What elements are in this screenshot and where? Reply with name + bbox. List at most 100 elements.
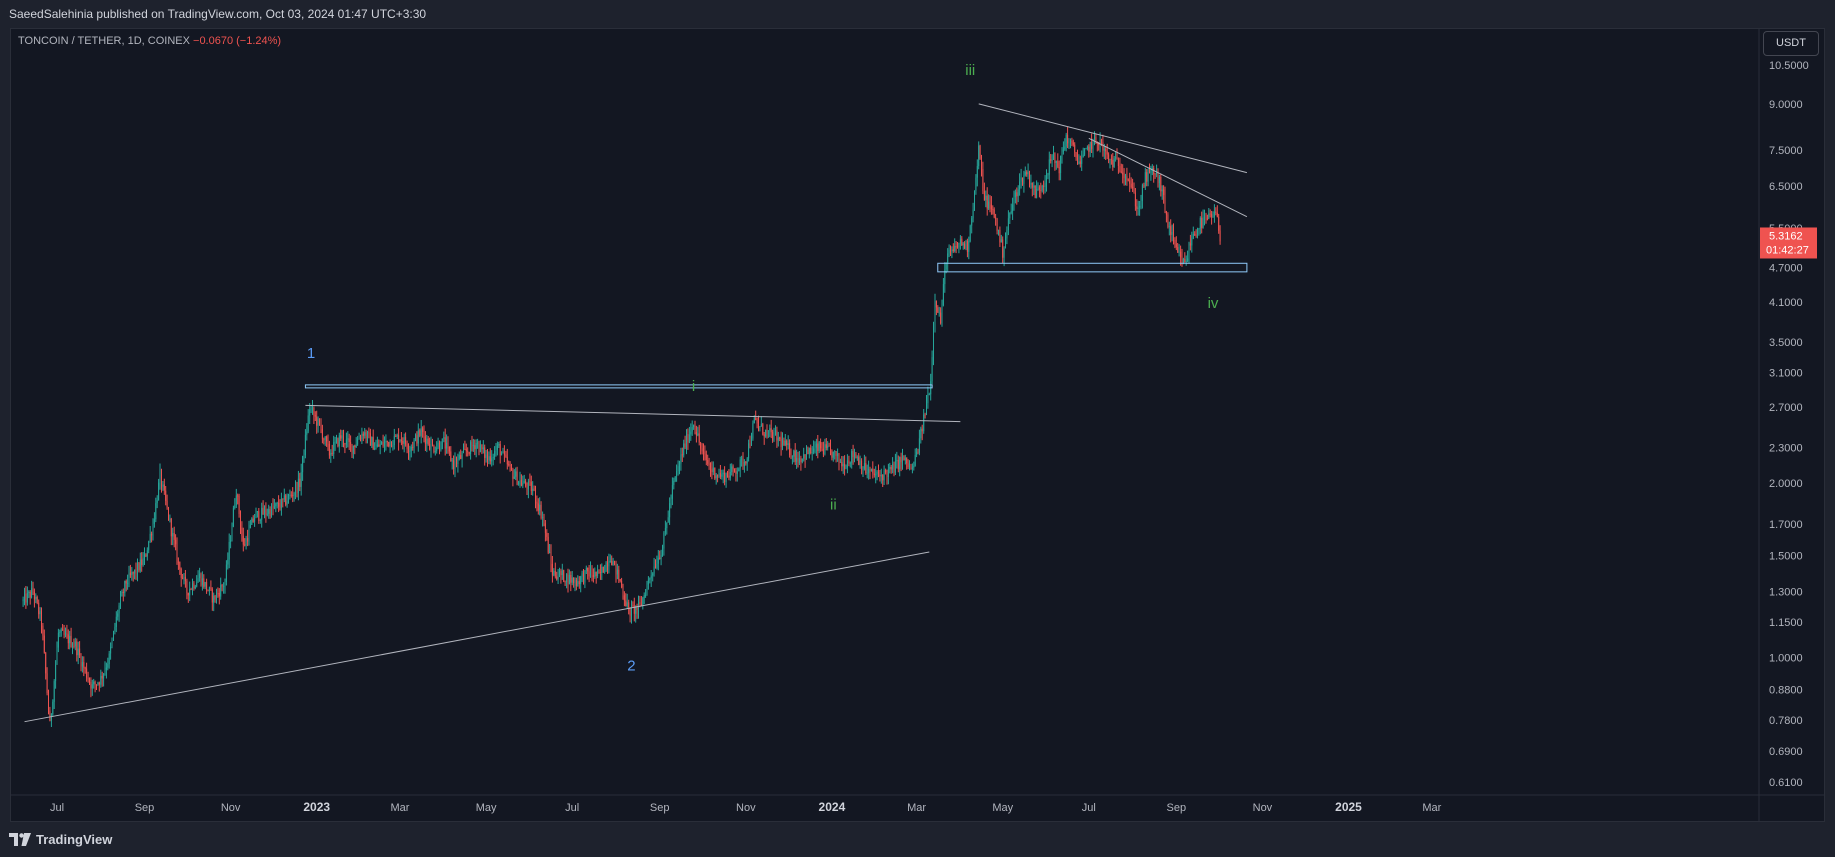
candle-body: [347, 438, 349, 440]
candle-body: [635, 606, 637, 614]
wave-label-i[interactable]: i: [692, 378, 695, 395]
trendline[interactable]: [1088, 137, 1248, 218]
candle-body: [468, 452, 470, 454]
candle-body: [207, 590, 209, 591]
candle-body: [182, 577, 184, 579]
candle-body: [472, 445, 474, 446]
candle-body: [1141, 185, 1143, 201]
x-tick-label: May: [992, 802, 1013, 814]
candle-body: [1165, 211, 1167, 215]
candle-body: [391, 441, 392, 447]
candle-body: [722, 472, 724, 475]
y-tick-label: 7.5000: [1769, 145, 1803, 157]
candle-body: [996, 218, 998, 232]
candle-body: [907, 463, 909, 468]
candle-body: [437, 442, 439, 448]
candle-body: [653, 566, 655, 574]
candle-body: [542, 517, 544, 518]
candle-body: [927, 394, 929, 404]
candle-body: [855, 453, 857, 458]
wave-label-1[interactable]: 1: [307, 345, 315, 362]
candle-body: [451, 460, 453, 462]
candle-body: [749, 443, 751, 446]
candle-body: [324, 436, 326, 440]
candle-body: [89, 679, 90, 682]
currency-unit-button[interactable]: USDT: [1763, 31, 1819, 56]
chart-pane[interactable]: [10, 28, 1825, 822]
candle-body: [982, 169, 984, 191]
candle-body: [386, 440, 388, 442]
candle-body: [430, 442, 432, 450]
candle-body: [966, 241, 968, 252]
candle-body: [917, 451, 919, 453]
candle-body: [375, 446, 377, 449]
candle-body: [278, 503, 280, 507]
candle-body: [62, 629, 64, 631]
candle-body: [876, 471, 878, 475]
candle-body: [828, 445, 830, 447]
candle-body: [475, 442, 477, 450]
candle-body: [1071, 141, 1073, 143]
candle-body: [800, 458, 802, 463]
candle-body: [705, 454, 707, 461]
candle-body: [1181, 257, 1183, 264]
trendline[interactable]: [978, 103, 1248, 174]
candle-body: [444, 437, 446, 449]
candle-body: [1171, 232, 1173, 235]
tradingview-logo[interactable]: TradingView: [9, 832, 112, 847]
candle-body: [96, 684, 97, 686]
candle-body: [453, 460, 455, 470]
candle-body: [101, 675, 103, 679]
candle-body: [734, 469, 735, 472]
candle-body: [396, 435, 398, 437]
candle-body: [491, 458, 493, 462]
candle-body: [903, 455, 905, 461]
candle-body: [290, 494, 292, 496]
candle-body: [866, 472, 868, 474]
candle-body: [374, 448, 376, 450]
candle-body: [1030, 182, 1032, 185]
wave-label-2[interactable]: 2: [627, 657, 635, 674]
candle-body: [249, 524, 251, 528]
candle-body: [897, 459, 899, 470]
price-zone[interactable]: [937, 262, 1248, 273]
candle-body: [741, 458, 743, 460]
candle-body: [1092, 139, 1094, 149]
candle-body: [1010, 211, 1012, 213]
candle-body: [574, 580, 576, 583]
candle-body: [632, 605, 634, 606]
candle-body: [457, 458, 459, 464]
candle-body: [544, 523, 546, 533]
candle-body: [303, 455, 305, 456]
wave-label-ii[interactable]: ii: [830, 496, 837, 513]
trendline[interactable]: [24, 551, 930, 723]
candle-body: [496, 445, 498, 451]
candle-body: [91, 684, 93, 689]
candle-body: [1046, 175, 1047, 183]
wave-label-iii[interactable]: iii: [965, 62, 975, 79]
last-price-value: 5.3162: [1769, 230, 1803, 242]
candle-body: [923, 414, 925, 432]
candle-body: [976, 166, 978, 178]
wave-label-iv[interactable]: iv: [1208, 295, 1219, 312]
candle-body: [1041, 185, 1043, 191]
candle-body: [649, 578, 651, 580]
candle-body: [235, 495, 237, 506]
candle-body: [937, 307, 939, 313]
candle-body: [619, 579, 621, 581]
trendline[interactable]: [305, 404, 961, 423]
candle-body: [118, 605, 120, 614]
candle-body: [712, 467, 714, 473]
candle-body: [554, 570, 556, 577]
candle-body: [742, 458, 744, 467]
price-zone[interactable]: [304, 384, 933, 389]
candle-body: [1082, 154, 1084, 158]
candle-body: [988, 201, 990, 209]
candle-body: [137, 563, 138, 574]
candle-body: [464, 448, 466, 450]
candle-body: [170, 518, 172, 537]
candle-body: [680, 454, 682, 464]
candle-body: [698, 433, 700, 443]
candle-body: [128, 572, 130, 583]
